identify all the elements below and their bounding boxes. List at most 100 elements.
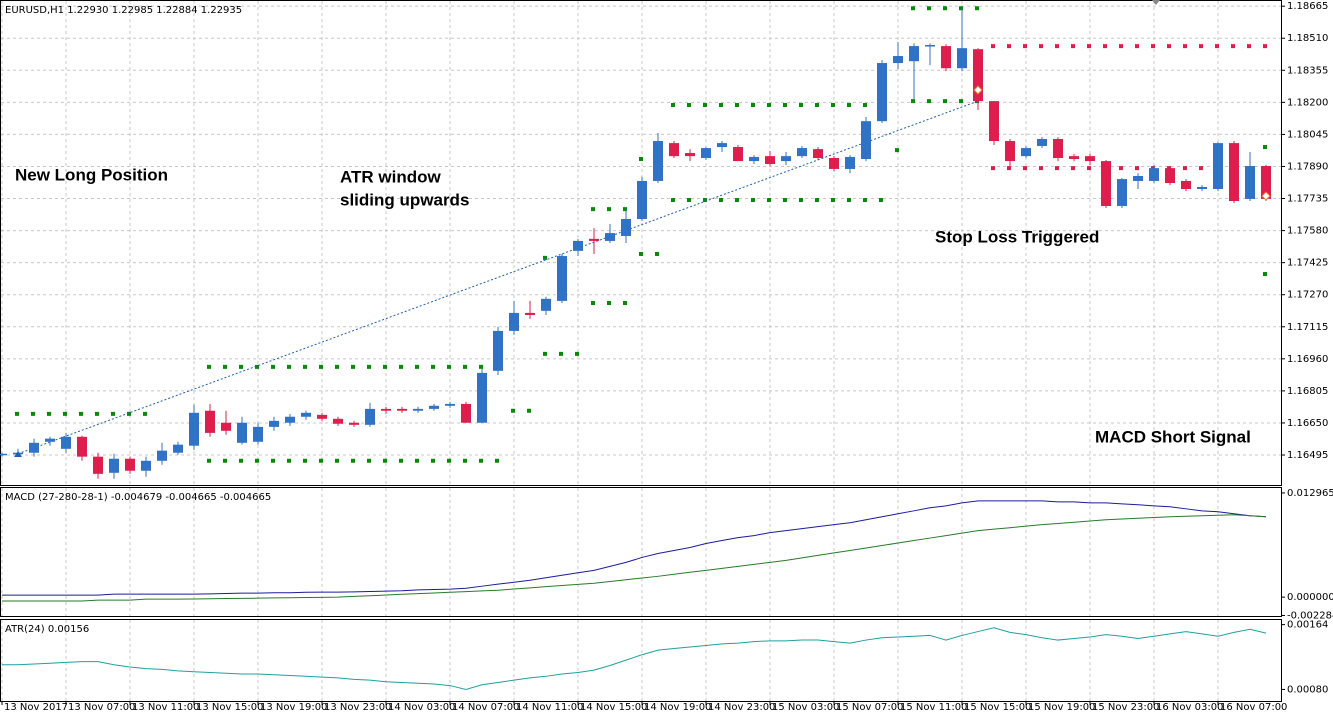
candle-body <box>125 458 135 471</box>
candle-body <box>237 422 247 443</box>
y-tick-label: 1.17425 <box>1287 258 1328 269</box>
candle-body <box>333 418 343 424</box>
y-tick-label: 1.18510 <box>1287 33 1328 44</box>
candle-body <box>1149 168 1159 181</box>
x-tick-label: 16 Nov 03:00 <box>1156 702 1223 713</box>
candle-body <box>957 48 967 69</box>
candle-body <box>541 298 551 311</box>
candle-body <box>1181 180 1191 190</box>
candle-body <box>1005 141 1015 162</box>
candle-body <box>1101 161 1111 206</box>
candle-body <box>109 458 119 473</box>
candle-body <box>1069 156 1079 160</box>
candle-body <box>637 180 647 220</box>
x-tick-label: 13 Nov 11:00 <box>132 702 199 713</box>
y-tick-label: 1.16650 <box>1287 418 1328 429</box>
candle-body <box>1261 166 1271 199</box>
candle-body <box>877 63 887 122</box>
candle-body <box>157 450 167 461</box>
candle-body <box>941 46 951 69</box>
y-tick-label: 1.17115 <box>1287 322 1328 333</box>
candle-body <box>93 456 103 474</box>
y-tick-label: 0.00080 <box>1287 684 1328 695</box>
candle-body <box>1229 143 1239 202</box>
x-tick-label: 13 Nov 15:00 <box>196 702 263 713</box>
annotation: sliding upwards <box>340 190 469 209</box>
panel-title: MACD (27-280-28-1) -0.004679 -0.004665 -… <box>5 492 271 503</box>
x-tick-label: 14 Nov 03:00 <box>388 702 455 713</box>
candle-body <box>317 414 327 419</box>
y-tick-label: 1.18045 <box>1287 129 1328 140</box>
y-tick-label: 1.18355 <box>1287 65 1328 76</box>
y-tick-label: 1.18665 <box>1287 1 1328 12</box>
y-tick-label: 1.16960 <box>1287 354 1328 365</box>
x-tick-label: 14 Nov 11:00 <box>516 702 583 713</box>
candle-body <box>253 426 263 442</box>
y-tick-label: 1.16495 <box>1287 450 1328 461</box>
x-tick-label: 13 Nov 07:00 <box>68 702 135 713</box>
candle-body <box>781 156 791 162</box>
x-tick-label: 15 Nov 03:00 <box>772 702 839 713</box>
candle-body <box>765 156 775 164</box>
x-tick-label: 15 Nov 11:00 <box>900 702 967 713</box>
x-tick-label: 14 Nov 15:00 <box>580 702 647 713</box>
indicator-line <box>2 514 1267 602</box>
y-tick-label: 1.17270 <box>1287 290 1328 301</box>
candle-body <box>893 56 903 64</box>
candle-body <box>1021 148 1031 157</box>
shift-marker <box>1152 0 1160 5</box>
candle-body <box>573 240 583 251</box>
y-tick-label: -0.002284 <box>1287 610 1333 621</box>
candle-body <box>349 422 359 425</box>
y-tick-label: 0.012965 <box>1287 488 1333 499</box>
candle-body <box>77 436 87 457</box>
y-tick-label: 1.17580 <box>1287 226 1328 237</box>
candle-body <box>525 312 535 315</box>
candle-body <box>589 238 599 241</box>
candle-body <box>29 442 39 453</box>
candle-body <box>1085 156 1095 162</box>
candle-body <box>61 436 71 449</box>
annotation: ATR window <box>340 167 441 186</box>
x-tick-label: 14 Nov 23:00 <box>708 702 775 713</box>
indicator-line <box>2 500 1267 596</box>
candle-body <box>1213 143 1223 190</box>
candle-body <box>557 256 567 301</box>
indicator-line <box>2 627 1267 690</box>
annotation: MACD Short Signal <box>1095 427 1251 446</box>
x-tick-label: 14 Nov 19:00 <box>644 702 711 713</box>
candle-body <box>493 330 503 371</box>
x-tick-label: 14 Nov 07:00 <box>452 702 519 713</box>
candle-body <box>797 148 807 157</box>
candle-body <box>621 219 631 236</box>
candle-body <box>925 45 935 47</box>
candle-body <box>189 412 199 446</box>
candle-body <box>381 408 391 411</box>
candle-body <box>1165 168 1175 184</box>
candle-body <box>813 149 823 158</box>
candle-body <box>1133 175 1143 181</box>
candle-body <box>1245 166 1255 199</box>
candle-body <box>461 403 471 423</box>
y-tick-label: 1.16805 <box>1287 386 1328 397</box>
candle-body <box>0 453 7 456</box>
candle-body <box>1117 179 1127 206</box>
candle-body <box>509 312 519 331</box>
candle-body <box>413 408 423 411</box>
candle-body <box>749 156 759 162</box>
candle-body <box>45 438 55 442</box>
candle-body <box>445 403 455 406</box>
x-tick-label: 15 Nov 23:00 <box>1092 702 1159 713</box>
candle-body <box>909 46 919 62</box>
macd-panel <box>0 487 1282 617</box>
price-panel <box>0 0 1282 486</box>
y-tick-label: 0.000000 <box>1287 592 1333 603</box>
candle-body <box>269 420 279 427</box>
candle-body <box>365 408 375 425</box>
x-tick-label: 15 Nov 07:00 <box>836 702 903 713</box>
candle-body <box>285 416 295 423</box>
candle-body <box>1037 138 1047 146</box>
x-tick-label: 15 Nov 15:00 <box>964 702 1031 713</box>
exit-marker <box>973 85 983 95</box>
